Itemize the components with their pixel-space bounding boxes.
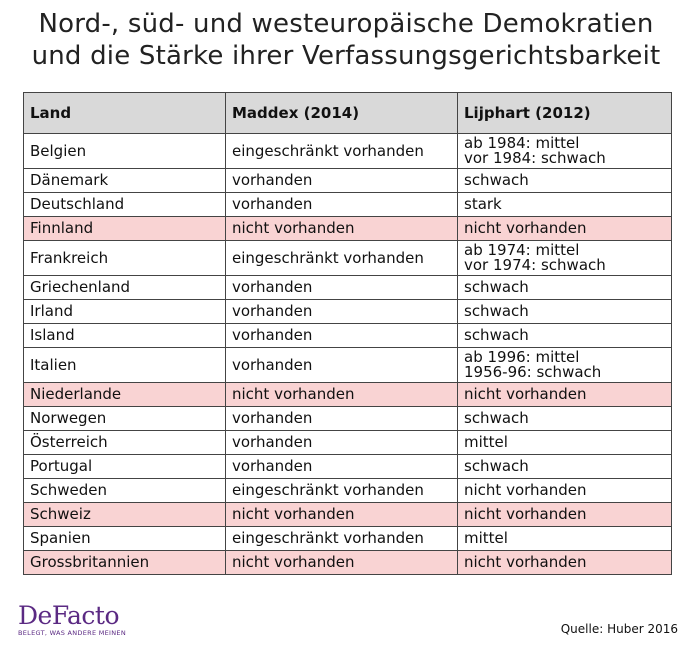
cell-maddex: eingeschränkt vorhanden <box>225 133 458 169</box>
cell-land: Norwegen <box>23 406 226 431</box>
cell-maddex: nicht vorhanden <box>225 382 458 407</box>
cell-land: Irland <box>23 299 226 324</box>
table-body: Belgien eingeschränkt vorhanden ab 1984: m… <box>23 133 672 575</box>
cell-maddex: eingeschränkt vorhanden <box>225 478 458 503</box>
table-row: Niederlande nicht vorhanden nicht vorhande… <box>23 382 672 407</box>
cell-land: Grossbritannien <box>23 550 226 575</box>
cell-lijphart: nicht vorhanden <box>457 478 672 503</box>
comparison-table: Land Maddex (2014) Lijphart (2012) Belgi… <box>23 92 672 575</box>
logo-tagline: BELEGT, WAS ANDERE MEINEN <box>18 629 126 637</box>
table-row: Portugal vorhanden schwach <box>23 454 672 479</box>
table-row: Dänemark vorhanden schwach <box>23 168 672 193</box>
cell-maddex: vorhanden <box>225 275 458 300</box>
cell-land: Dänemark <box>23 168 226 193</box>
defacto-logo: DeFacto BELEGT, WAS ANDERE MEINEN <box>18 601 168 644</box>
cell-lijphart: nicht vorhanden <box>457 502 672 527</box>
table-row: Irland vorhanden schwach <box>23 299 672 324</box>
cell-lijphart: ab 1974: mittel vor 1974: schwach <box>457 240 672 276</box>
cell-land: Niederlande <box>23 382 226 407</box>
cell-maddex: vorhanden <box>225 192 458 217</box>
cell-lijphart: ab 1984: mittel vor 1984: schwach <box>457 133 672 169</box>
cell-land: Belgien <box>23 133 226 169</box>
cell-maddex: nicht vorhanden <box>225 550 458 575</box>
cell-land: Griechenland <box>23 275 226 300</box>
title-line-2: und die Stärke ihrer Verfassungsgerichts… <box>31 41 661 71</box>
table-row: Frankreich eingeschränkt vorhanden ab 1974… <box>23 240 672 276</box>
cell-lijphart: nicht vorhanden <box>457 216 672 241</box>
table-row: Spanien eingeschränkt vorhanden mittel <box>23 526 672 551</box>
cell-land: Schweden <box>23 478 226 503</box>
cell-lijphart: schwach <box>457 406 672 431</box>
table-row: Grossbritannien nicht vorhanden nicht vorh… <box>23 550 672 575</box>
cell-lijphart: ab 1996: mittel 1956-96: schwach <box>457 347 672 383</box>
header-maddex: Maddex (2014) <box>225 92 458 134</box>
table-row: Norwegen vorhanden schwach <box>23 406 672 431</box>
title-line-1: Nord-, süd- und westeuropäische Demokrat… <box>38 9 654 39</box>
cell-maddex: vorhanden <box>225 168 458 193</box>
table-row: Schweiz nicht vorhanden nicht vorhanden <box>23 502 672 527</box>
cell-lijphart: schwach <box>457 168 672 193</box>
cell-lijphart: schwach <box>457 299 672 324</box>
cell-maddex: nicht vorhanden <box>225 216 458 241</box>
cell-maddex: vorhanden <box>225 347 458 383</box>
cell-maddex: vorhanden <box>225 406 458 431</box>
logo-name: DeFacto <box>18 601 120 630</box>
cell-land: Deutschland <box>23 192 226 217</box>
cell-land: Island <box>23 323 226 348</box>
header-lijphart: Lijphart (2012) <box>457 92 672 134</box>
page-title: Nord-, süd- und westeuropäische Demokrat… <box>0 8 692 72</box>
cell-lijphart: schwach <box>457 275 672 300</box>
table-row: Belgien eingeschränkt vorhanden ab 1984: m… <box>23 133 672 169</box>
cell-maddex: eingeschränkt vorhanden <box>225 240 458 276</box>
cell-lijphart: mittel <box>457 430 672 455</box>
cell-lijphart: nicht vorhanden <box>457 382 672 407</box>
cell-lijphart: nicht vorhanden <box>457 550 672 575</box>
cell-land: Portugal <box>23 454 226 479</box>
cell-maddex: vorhanden <box>225 323 458 348</box>
table-row: Finnland nicht vorhanden nicht vorhanden <box>23 216 672 241</box>
table-row: Island vorhanden schwach <box>23 323 672 348</box>
cell-lijphart: mittel <box>457 526 672 551</box>
cell-land: Italien <box>23 347 226 383</box>
cell-maddex: vorhanden <box>225 454 458 479</box>
table-row: Deutschland vorhanden stark <box>23 192 672 217</box>
cell-land: Frankreich <box>23 240 226 276</box>
cell-land: Schweiz <box>23 502 226 527</box>
table-row: Österreich vorhanden mittel <box>23 430 672 455</box>
cell-maddex: vorhanden <box>225 430 458 455</box>
cell-lijphart: schwach <box>457 454 672 479</box>
cell-land: Österreich <box>23 430 226 455</box>
cell-maddex: nicht vorhanden <box>225 502 458 527</box>
cell-lijphart: schwach <box>457 323 672 348</box>
source-note: Quelle: Huber 2016 <box>560 622 678 636</box>
table-row: Schweden eingeschränkt vorhanden nicht vor… <box>23 478 672 503</box>
cell-lijphart: stark <box>457 192 672 217</box>
cell-land: Finnland <box>23 216 226 241</box>
cell-land: Spanien <box>23 526 226 551</box>
table-row: Italien vorhanden ab 1996: mittel 1956-96:… <box>23 347 672 383</box>
table-header-row: Land Maddex (2014) Lijphart (2012) <box>23 92 672 134</box>
cell-maddex: vorhanden <box>225 299 458 324</box>
cell-maddex: eingeschränkt vorhanden <box>225 526 458 551</box>
header-land: Land <box>23 92 226 134</box>
table-row: Griechenland vorhanden schwach <box>23 275 672 300</box>
